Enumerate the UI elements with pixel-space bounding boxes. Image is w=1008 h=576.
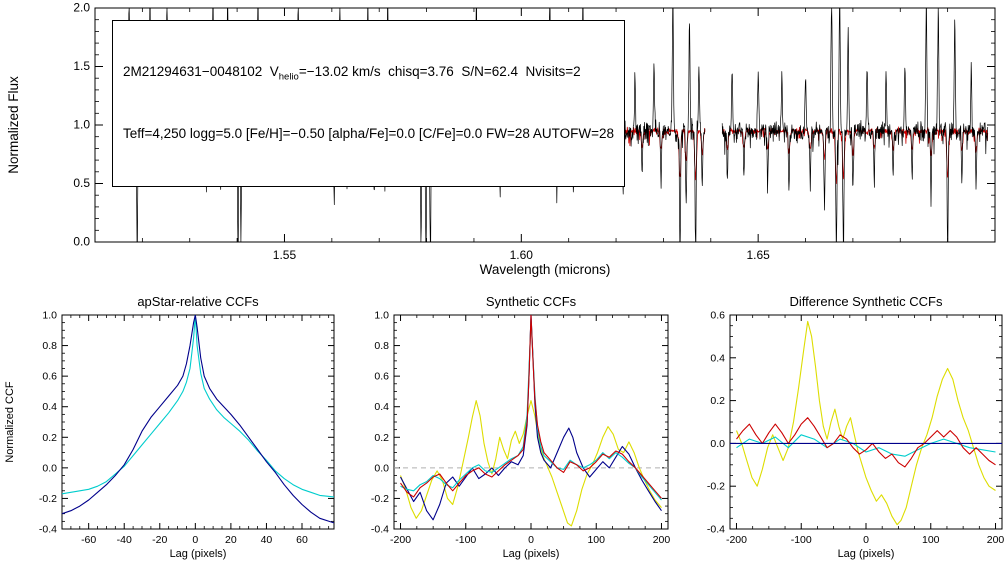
diff-red-line — [736, 417, 996, 468]
y-tick-label: -0.2 — [371, 493, 389, 505]
x-tick-label: 20 — [225, 534, 237, 546]
ccf-panels-row: -60 -40 -20 0 20 40 60 -0.4 -0.2 0.0 0.2 0.4 0.6 0.8 1… — [0, 285, 1008, 576]
y-tick-label: -0.4 — [39, 524, 57, 536]
synthetic-ccf-chart: -200 -100 0 100 200 -0.4 -0.2 0.0 0.2 0.4 0.6 0.8 1.… — [371, 294, 671, 560]
y-tick-label: 1.0 — [73, 118, 90, 132]
apstar-ccf-chart: -60 -40 -20 0 20 40 60 -0.4 -0.2 0.0 0.2 0.4 0.6 0.8 1… — [4, 294, 335, 560]
y-tick-label: -0.4 — [707, 524, 725, 536]
x-tick-label: -200 — [726, 534, 747, 546]
x-axis-label: Lag (pixels) — [838, 548, 895, 560]
x-tick-label: -40 — [117, 534, 132, 546]
plot-frame — [393, 314, 669, 530]
ccf-red-line — [400, 315, 662, 499]
y-tick-label: 0.0 — [710, 438, 725, 450]
spectrum-panel: 1.55 1.60 1.65 0.0 0.5 1.0 1.5 2.0 Wavelength (m… — [0, 0, 1008, 285]
plot-frame — [729, 314, 1003, 530]
y-tick-label: 1.5 — [73, 59, 90, 73]
y-tick-label: 0.6 — [374, 371, 389, 383]
x-tick-label: 0 — [528, 534, 534, 546]
y-tick-label: 0.6 — [42, 371, 57, 383]
ccf-series-group — [399, 315, 662, 527]
y-tick-label: 0.0 — [73, 235, 90, 249]
y-tick-label: 0.0 — [374, 462, 389, 474]
x-axis-label: Wavelength (microns) — [480, 262, 611, 277]
y-tick-label: 1.0 — [42, 310, 57, 322]
y-tick-label: 0.6 — [710, 310, 725, 322]
ccf-cyan-line — [62, 315, 334, 498]
annotation-line-1: 2M21294631−0048102 Vhelio=−13.02 km/s ch… — [123, 62, 614, 84]
plot-frame — [61, 314, 335, 530]
ccf-series-group — [62, 315, 334, 524]
x-tick-label: -60 — [81, 534, 96, 546]
ccf-cyan-line — [400, 319, 662, 501]
chart-title: Difference Synthetic CCFs — [790, 294, 943, 309]
annotation-line-2: Teff=4,250 logg=5.0 [Fe/H]=−0.50 [alpha/… — [123, 125, 615, 141]
y-tick-label: 0.2 — [374, 432, 389, 444]
x-axis-label: Lag (pixels) — [170, 548, 227, 560]
ccf-series-group — [730, 320, 1002, 526]
y-axis-label: Normalized Flux — [6, 76, 21, 174]
y-tick-label: 2.0 — [73, 1, 90, 15]
y-tick-label: 0.4 — [710, 352, 725, 364]
x-tick-label: 0 — [192, 534, 198, 546]
y-tick-label: 0.2 — [710, 395, 725, 407]
y-tick-label: 1.0 — [374, 310, 389, 322]
x-tick-label: -100 — [791, 534, 812, 546]
x-tick-label: 0 — [863, 534, 869, 546]
x-tick-label: 1.65 — [746, 248, 770, 262]
y-tick-label: -0.4 — [371, 524, 389, 536]
annotation-vhelio-subscript: helio — [278, 71, 299, 83]
x-tick-label: 40 — [261, 534, 273, 546]
x-tick-label: 1.55 — [273, 248, 297, 262]
x-tick-label: 100 — [922, 534, 940, 546]
diff-yellow-line — [735, 320, 996, 526]
observed-spectrum-line — [721, 8, 989, 242]
model-spectrum-line — [721, 126, 989, 185]
ccf-yellow-line — [399, 400, 662, 527]
x-tick-label: 100 — [587, 534, 605, 546]
ccf-navy-line — [62, 315, 334, 524]
x-tick-label: -200 — [390, 534, 411, 546]
y-tick-label: 0.2 — [42, 432, 57, 444]
x-tick-label: 200 — [653, 534, 671, 546]
y-tick-label: 0.5 — [73, 176, 90, 190]
y-axis-label: Normalized CCF — [4, 381, 16, 463]
y-tick-label: -0.2 — [39, 493, 57, 505]
difference-ccf-chart: -200 -100 0 100 200 -0.4 -0.2 0.0 0.2 0.4 0.6 Diffe… — [707, 294, 1005, 560]
x-axis-label: Lag (pixels) — [503, 548, 560, 560]
y-tick-label: -0.2 — [707, 481, 725, 493]
x-tick-label: 200 — [987, 534, 1005, 546]
y-tick-label: 0.8 — [374, 340, 389, 352]
x-tick-label: -20 — [152, 534, 167, 546]
annotation-star-id: 2M21294631−0048102 V — [123, 64, 279, 80]
spectrum-annotation: 2M21294631−0048102 Vhelio=−13.02 km/s ch… — [112, 20, 626, 188]
y-tick-label: 0.4 — [42, 401, 57, 413]
y-tick-label: 0.8 — [42, 340, 57, 352]
y-tick-label: 0.0 — [42, 462, 57, 474]
ccf-navy-line — [400, 315, 662, 521]
diff-cyan-line — [736, 434, 996, 457]
chart-title: apStar-relative CCFs — [137, 294, 259, 309]
x-tick-label: 1.60 — [510, 248, 534, 262]
y-tick-label: 0.4 — [374, 401, 389, 413]
x-tick-label: 60 — [296, 534, 308, 546]
chart-title: Synthetic CCFs — [486, 294, 577, 309]
annotation-line-1-values: =−13.02 km/s chisq=3.76 S/N=62.4 Nvisits… — [298, 64, 581, 80]
x-tick-label: -100 — [455, 534, 476, 546]
